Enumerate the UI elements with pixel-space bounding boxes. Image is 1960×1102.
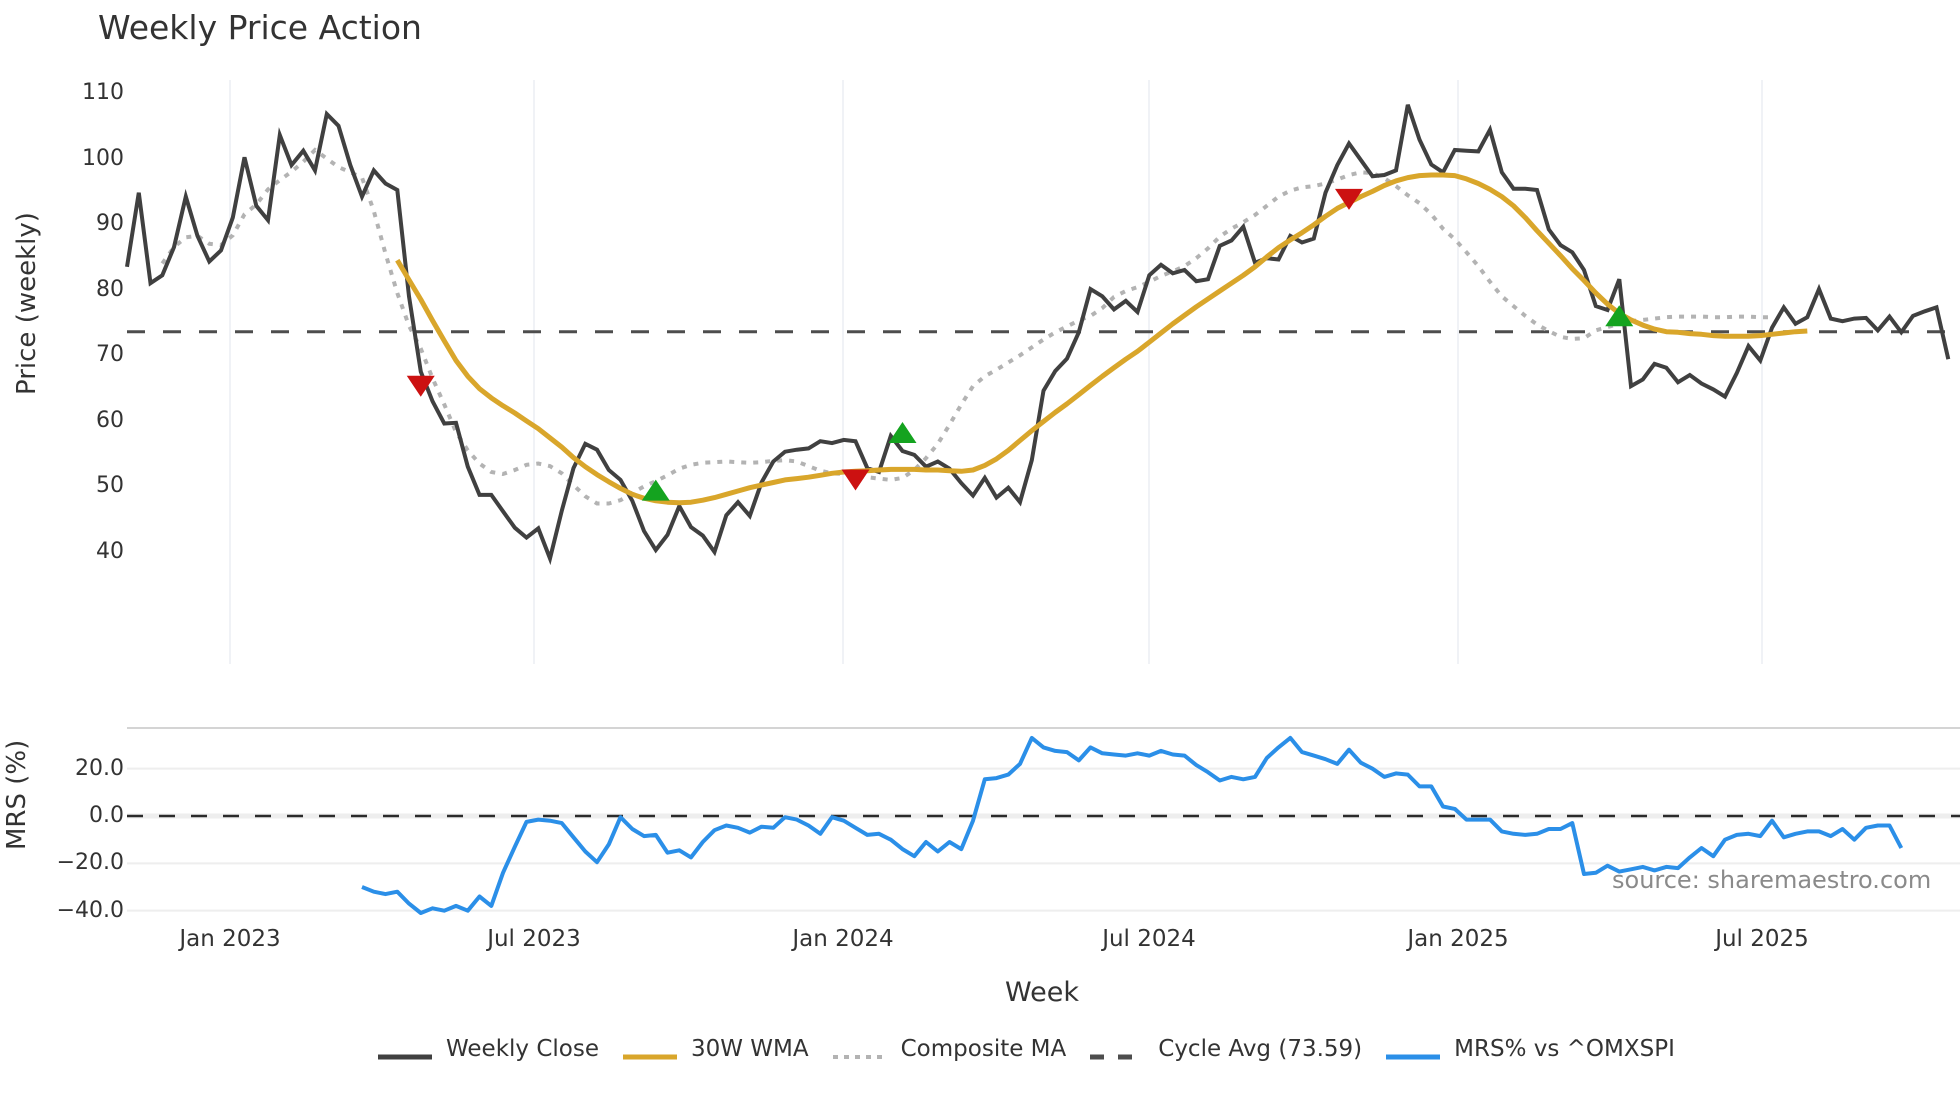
sell-signal-triangle-down-icon	[1335, 188, 1363, 210]
mrs-line	[361, 735, 1904, 915]
dotted-line-swatch-icon	[831, 1043, 889, 1059]
solid-line-swatch-icon	[621, 1043, 679, 1060]
mrs-ytick: 0.0	[89, 803, 124, 828]
legend: Weekly Close 30W WMA Composite MA Cycle …	[376, 1036, 1697, 1062]
x-axis-label: Week	[1005, 977, 1079, 1008]
price-ytick: 40	[96, 539, 124, 564]
price-ytick: 70	[96, 342, 124, 367]
dashed-line-swatch-icon	[1088, 1043, 1146, 1060]
solid-line-swatch-icon	[376, 1043, 434, 1060]
buy-signal-triangle-up-icon	[1605, 305, 1634, 327]
x-tick: Jan 2025	[1407, 926, 1509, 952]
x-tick: Jul 2024	[1102, 926, 1196, 952]
buy-signal-triangle-up-icon	[641, 479, 670, 501]
price-panel	[125, 104, 1960, 566]
legend-item-composite-ma[interactable]: Composite MA	[831, 1036, 1067, 1062]
x-tick: Jul 2025	[1715, 926, 1809, 952]
gridlines	[229, 80, 1763, 664]
solid-line-swatch-icon	[1384, 1043, 1442, 1060]
price-ytick: 110	[82, 80, 124, 105]
signal-markers	[406, 188, 1634, 501]
buy-signal-triangle-up-icon	[888, 421, 917, 443]
legend-label: Cycle Avg (73.59)	[1158, 1036, 1363, 1062]
chart-title: Weekly Price Action	[98, 8, 422, 47]
composite-ma-line	[160, 147, 1772, 506]
x-tick: Jan 2024	[792, 926, 894, 952]
price-ytick: 60	[96, 408, 124, 433]
x-tick: Jul 2023	[487, 926, 581, 952]
sell-signal-triangle-down-icon	[406, 375, 435, 397]
wma30-line	[395, 172, 1808, 506]
sell-signal-triangle-down-icon	[841, 469, 870, 491]
x-tick: Jan 2023	[179, 926, 281, 952]
source-watermark: source: sharemaestro.com	[1612, 866, 1932, 894]
mrs-panel	[127, 727, 1960, 915]
mrs-ytick: −20.0	[56, 850, 124, 875]
legend-item-30w-wma[interactable]: 30W WMA	[621, 1036, 809, 1062]
legend-label: Composite MA	[900, 1036, 1067, 1062]
price-ytick: 50	[96, 473, 124, 498]
legend-label: MRS% vs ^OMXSPI	[1454, 1036, 1675, 1062]
price-ytick: 90	[96, 211, 124, 236]
mrs-ytick: −40.0	[56, 898, 124, 923]
legend-item-weekly-close[interactable]: Weekly Close	[376, 1036, 599, 1062]
legend-item-mrs[interactable]: MRS% vs ^OMXSPI	[1384, 1036, 1675, 1062]
legend-item-cycle-avg[interactable]: Cycle Avg (73.59)	[1088, 1036, 1362, 1062]
mrs-ytick: 20.0	[75, 756, 124, 781]
legend-label: Weekly Close	[446, 1036, 599, 1062]
price-ytick: 80	[96, 277, 124, 302]
legend-label: 30W WMA	[690, 1036, 809, 1062]
price-ytick: 100	[82, 146, 124, 171]
